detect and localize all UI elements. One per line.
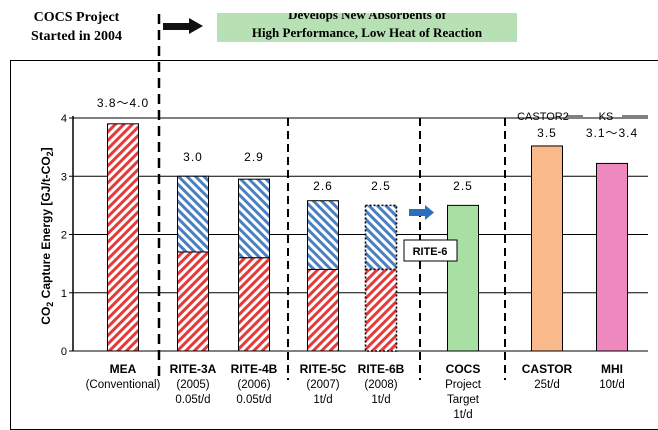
category-sub-label: (Conventional): [86, 379, 161, 391]
category-name-label: COCS: [446, 362, 481, 376]
project-start-label: COCS Project Started in 2004: [14, 8, 139, 46]
value-label: 3.8～4.0: [97, 96, 149, 110]
category-name-label: MHI: [601, 362, 623, 376]
category-sub-label: Target: [447, 394, 480, 406]
bar-lower-rite-6b: [364, 268, 398, 352]
project-start-line2: Started in 2004: [31, 29, 122, 44]
y-axis-label-part2: Capture Energy [GJ/t-CO: [39, 156, 53, 301]
category-sub-label: (2007): [306, 379, 339, 391]
y-tick-label: 1: [61, 288, 67, 300]
banner-line1: Develops New Absorbents of: [288, 13, 446, 22]
category-name-label: RITE-6B: [358, 362, 405, 376]
ks-label: KS: [599, 111, 614, 123]
category-name-label: RITE-4B: [231, 362, 278, 376]
capture-energy-chart: 0 1 2 3 4 3.8～4.0 MEA (Conventional) 3.0 RITE-3A…: [39, 14, 648, 418]
label-layer: 3.8～4.0 MEA (Conventional) 3.0 RITE-3A (2005)…: [86, 96, 638, 418]
bar-layer: [107, 123, 628, 352]
castor2-label: CASTOR2: [517, 111, 569, 123]
project-start-line1: COCS Project: [33, 10, 120, 25]
category-sub-label: Project: [445, 379, 482, 391]
value-label: 2.9: [244, 150, 264, 164]
bar-upper-rite-5c: [307, 200, 339, 270]
y-tick-label: 2: [61, 230, 67, 242]
banner-line2: High Performance, Low Heat of Reaction: [251, 25, 483, 40]
category-sub-label: 1t/d: [453, 409, 472, 418]
value-label: 2.5: [453, 179, 473, 193]
y-tick-label: 3: [61, 171, 67, 183]
rite6-arrow-icon: [409, 205, 434, 220]
value-label: 3.5: [537, 126, 557, 140]
category-name-label: RITE-3A: [170, 362, 217, 376]
y-axis-label-part3: ]: [39, 147, 53, 151]
category-sub-label: 1t/d: [313, 394, 332, 406]
y-tick-label: 4: [61, 113, 67, 125]
category-sub-label: (2005): [176, 379, 209, 391]
value-label: 3.0: [183, 150, 203, 164]
category-name-label: RITE-5C: [300, 362, 347, 376]
category-sub-label: (2008): [364, 379, 397, 391]
right-arrow-icon: [163, 18, 203, 34]
category-sub-label: 1t/d: [371, 394, 390, 406]
y-axis-label-sub2: 2: [45, 151, 55, 156]
bar-upper-rite-6b: [364, 204, 398, 271]
category-sub-label: 0.05t/d: [236, 394, 271, 406]
bar-lower-rite-3a: [177, 251, 209, 352]
bar-mea: [107, 123, 139, 352]
rite6-label: RITE-6: [413, 246, 448, 258]
bar-lower-rite-5c: [307, 268, 339, 352]
category-sub-label: (2006): [237, 379, 270, 391]
bar-mhi: [596, 162, 628, 352]
value-label: 3.1～3.4: [586, 126, 638, 140]
bar-upper-rite-4b: [238, 178, 270, 259]
bar-lower-rite-4b: [238, 257, 270, 352]
y-axis-label-sub1: 2: [45, 302, 55, 307]
bar-castor: [531, 145, 563, 352]
development-banner: Develops New Absorbents of High Performa…: [217, 13, 517, 42]
category-sub-label: 10t/d: [599, 379, 625, 391]
y-tick-label: 0: [61, 346, 67, 358]
value-label: 2.6: [313, 179, 333, 193]
category-name-label: CASTOR: [522, 362, 573, 376]
y-axis-label-part1: CO: [39, 307, 53, 325]
y-axis-label: CO2 Capture Energy [GJ/t-CO2]: [39, 147, 55, 324]
rite6-box: [403, 239, 458, 262]
category-sub-label: 0.05t/d: [175, 394, 210, 406]
bar-upper-rite-3a: [177, 175, 209, 253]
category-name-label: MEA: [110, 362, 137, 376]
category-sub-label: 25t/d: [534, 379, 560, 391]
bar-cocs: [447, 204, 479, 352]
value-label: 2.5: [371, 179, 391, 193]
